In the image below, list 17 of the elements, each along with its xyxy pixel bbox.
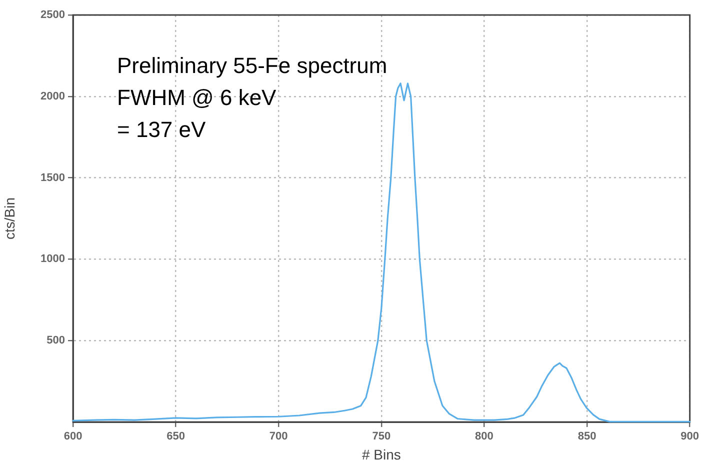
x-tick-label: 850 bbox=[578, 430, 596, 443]
x-tick-label: 600 bbox=[64, 430, 82, 443]
y-tick-label: 2000 bbox=[40, 90, 65, 102]
annotation: Preliminary 55-Fe spectrum bbox=[117, 53, 388, 78]
x-tick-label: 700 bbox=[269, 430, 288, 443]
annotation: FWHM @ 6 keV bbox=[117, 85, 277, 110]
x-axis-title: # Bins bbox=[362, 446, 401, 462]
y-tick-label: 2500 bbox=[40, 9, 65, 22]
x-tick-label: 900 bbox=[680, 430, 700, 443]
x-tick-label: 650 bbox=[166, 430, 185, 443]
y-tick-label: 1500 bbox=[40, 172, 65, 184]
y-tick-label: 1000 bbox=[40, 253, 65, 266]
y-tick-label: 500 bbox=[46, 334, 65, 347]
y-axis-title: cts/Bin bbox=[1, 197, 18, 240]
annotation: = 137 eV bbox=[117, 117, 206, 142]
x-tick-label: 800 bbox=[475, 430, 494, 443]
x-tick-label: 750 bbox=[372, 430, 391, 443]
